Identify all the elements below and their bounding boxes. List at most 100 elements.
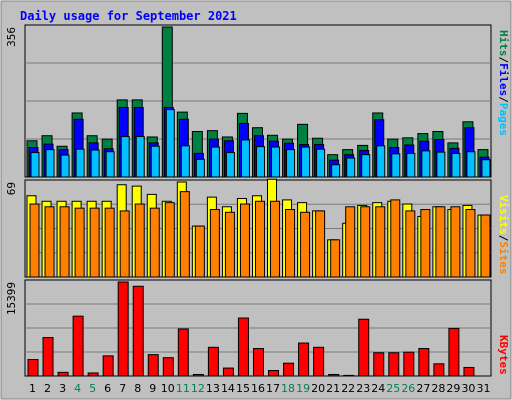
y-max-label: 69 — [5, 182, 18, 195]
chart-panels: 356 Hits/Files/Pages69Visits/Sites15399KB… — [5, 24, 510, 377]
bar-pages-day-5 — [90, 149, 100, 178]
bar-kbytes-day-11 — [177, 328, 189, 377]
bar-pages-day-24 — [376, 145, 386, 178]
bar-pages-day-31 — [481, 159, 491, 178]
bar-pages-day-14 — [225, 152, 235, 178]
x-tick-label: 12 — [191, 382, 205, 395]
legend-text: Hits/Files/Pages — [497, 30, 510, 136]
bar-kbytes-day-10 — [162, 357, 174, 377]
bar-pages-day-27 — [421, 150, 431, 178]
bar-kbytes-day-14 — [222, 367, 234, 377]
bar-kbytes-day-9 — [147, 354, 159, 377]
bar-sites-day-26 — [405, 210, 416, 278]
bar-kbytes-day-30 — [463, 366, 475, 377]
bar-pages-day-18 — [286, 149, 296, 178]
bar-sites-day-27 — [420, 209, 431, 278]
x-tick-label: 5 — [89, 382, 96, 395]
bar-kbytes-day-19 — [298, 342, 310, 377]
bar-pages-day-9 — [150, 145, 160, 178]
bar-sites-day-5 — [89, 207, 100, 278]
bar-sites-day-31 — [480, 214, 491, 278]
x-tick-label: 23 — [356, 382, 370, 395]
bar-pages-day-25 — [391, 153, 401, 178]
bar-kbytes-day-1 — [27, 359, 39, 377]
bar-pages-day-29 — [451, 152, 461, 178]
bar-kbytes-day-18 — [283, 362, 295, 377]
bar-sites-day-10 — [164, 202, 175, 278]
x-tick-label: 31 — [476, 382, 490, 395]
x-tick-label: 14 — [221, 382, 235, 395]
bar-sites-day-18 — [285, 209, 296, 278]
x-axis: 1 2 3 4 5 6 7 8 9 10 11 12 13 14 15 16 17 18 19 20 21 22 23 24 2… — [29, 382, 490, 395]
bar-pages-day-16 — [255, 146, 265, 178]
bar-sites-day-1 — [29, 203, 40, 278]
bar-kbytes-day-16 — [252, 348, 264, 377]
bar-kbytes-day-27 — [418, 348, 430, 377]
y-max-label: 15399 — [5, 282, 18, 315]
bar-pages-day-10 — [165, 109, 175, 178]
bar-pages-day-30 — [466, 151, 476, 178]
bar-kbytes-day-15 — [237, 317, 249, 377]
x-tick-label: 29 — [446, 382, 460, 395]
x-tick-label: 15 — [236, 382, 250, 395]
bar-sites-day-20 — [315, 210, 326, 278]
bar-sites-day-6 — [104, 207, 115, 278]
bar-pages-day-22 — [346, 157, 356, 178]
bar-sites-day-28 — [435, 206, 446, 278]
bar-kbytes-day-17 — [268, 370, 280, 377]
legend-separator: / — [497, 235, 510, 242]
y-max-label: 356 — [5, 27, 18, 47]
legend-pages: Pages — [497, 103, 510, 136]
legend-visits-sites: Visits/Sites — [497, 195, 510, 275]
bar-pages-day-2 — [45, 149, 55, 178]
bar-sites-day-4 — [74, 207, 85, 278]
bar-kbytes-day-29 — [448, 327, 460, 377]
x-tick-label: 18 — [281, 382, 295, 395]
x-tick-label: 20 — [311, 382, 325, 395]
bar-sites-day-25 — [390, 199, 401, 278]
legend-text: KBytes — [497, 335, 510, 375]
bar-pages-day-28 — [436, 151, 446, 178]
bar-sites-day-24 — [375, 206, 386, 278]
bar-sites-day-21 — [330, 239, 341, 278]
bar-pages-day-17 — [271, 146, 281, 178]
bar-pages-day-13 — [210, 146, 220, 178]
bar-pages-day-21 — [331, 164, 341, 178]
bar-sites-day-3 — [59, 206, 70, 278]
x-tick-label: 11 — [176, 382, 190, 395]
x-tick-label: 16 — [251, 382, 265, 395]
bar-sites-day-23 — [360, 206, 371, 278]
x-tick-label: 25 — [386, 382, 400, 395]
bar-sites-day-13 — [209, 209, 220, 278]
bar-pages-day-20 — [316, 148, 326, 178]
bar-kbytes-day-28 — [433, 363, 445, 377]
x-tick-label: 19 — [296, 382, 310, 395]
legend-kbytes: KBytes — [497, 335, 510, 375]
x-tick-label: 4 — [74, 382, 81, 395]
bar-sites-day-15 — [239, 203, 250, 278]
panel-visits-sites: 69 Visits/Sites — [5, 178, 510, 278]
x-tick-label: 26 — [401, 382, 415, 395]
x-tick-label: 28 — [431, 382, 445, 395]
bar-kbytes-day-4 — [72, 315, 84, 377]
bar-pages-day-1 — [30, 152, 40, 178]
bar-sites-day-11 — [179, 191, 190, 278]
bar-kbytes-day-3 — [57, 371, 69, 377]
bar-pages-day-7 — [120, 136, 130, 178]
bar-kbytes-day-25 — [388, 352, 400, 377]
bar-sites-day-22 — [345, 206, 356, 278]
bar-sites-day-7 — [119, 210, 130, 278]
legend-separator: / — [497, 96, 510, 103]
x-tick-label: 24 — [371, 382, 385, 395]
x-tick-label: 10 — [161, 382, 175, 395]
bar-kbytes-day-24 — [373, 352, 385, 377]
bar-pages-day-15 — [240, 139, 250, 178]
x-tick-label: 22 — [341, 382, 355, 395]
legend-hits: Hits — [497, 30, 510, 57]
bar-pages-day-23 — [361, 154, 371, 178]
x-tick-label: 17 — [266, 382, 280, 395]
bar-sites-day-30 — [465, 209, 476, 278]
x-tick-label: 9 — [149, 382, 156, 395]
